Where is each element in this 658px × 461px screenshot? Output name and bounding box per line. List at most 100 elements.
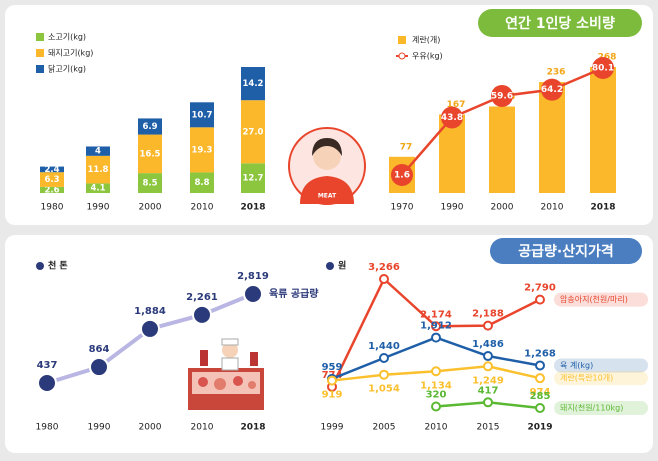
bar-segment bbox=[86, 155, 110, 184]
bar-segment bbox=[190, 102, 214, 128]
point bbox=[391, 164, 413, 186]
x-tick-label: 1990 bbox=[88, 423, 111, 433]
point bbox=[37, 373, 57, 393]
x-tick-label: 1980 bbox=[36, 423, 59, 433]
value-label: 2.4 bbox=[44, 165, 59, 175]
point bbox=[535, 373, 545, 384]
title-pill bbox=[478, 9, 642, 37]
x-tick-label: 1999 bbox=[321, 423, 344, 433]
legend-label: 돼지고기(kg) bbox=[48, 49, 93, 58]
legend-swatch bbox=[398, 36, 406, 44]
value-label: 959 bbox=[322, 362, 343, 373]
legend-label: 소고기(kg) bbox=[48, 33, 86, 42]
point bbox=[491, 84, 513, 107]
x-tick-label: 2018 bbox=[240, 203, 265, 213]
x-tick-label: 1990 bbox=[87, 203, 110, 213]
x-tick-label: 1970 bbox=[391, 203, 414, 213]
value-label: 437 bbox=[37, 360, 58, 371]
legend-label: 암송아지(천원/마리) bbox=[560, 294, 628, 304]
unit-label: 원 bbox=[338, 260, 346, 272]
value-label: 6.9 bbox=[142, 122, 157, 132]
x-tick-label: 1990 bbox=[441, 203, 464, 213]
bar bbox=[590, 67, 616, 193]
legend-label: 계란(특란10개) bbox=[560, 373, 613, 383]
bar-segment bbox=[241, 100, 265, 164]
x-tick-label: 2010 bbox=[541, 203, 564, 213]
point bbox=[243, 284, 263, 304]
title-pill bbox=[490, 238, 642, 264]
x-tick-label: 2010 bbox=[425, 423, 448, 433]
point bbox=[431, 366, 441, 377]
point bbox=[483, 397, 493, 408]
x-tick-label: 2000 bbox=[139, 423, 162, 433]
value-label: 974 bbox=[530, 387, 551, 398]
x-tick-label: 2018 bbox=[240, 423, 265, 433]
value-label: 2,819 bbox=[237, 271, 269, 282]
value-label: 2,188 bbox=[472, 309, 504, 320]
value-label: 864 bbox=[89, 344, 110, 355]
value-label: 80.1 bbox=[592, 64, 614, 74]
point bbox=[379, 369, 389, 380]
value-label: 8.5 bbox=[142, 179, 157, 189]
point bbox=[535, 294, 545, 305]
value-label: 64.2 bbox=[541, 85, 563, 95]
point bbox=[535, 403, 545, 413]
value-label: 11.8 bbox=[88, 165, 109, 175]
point bbox=[89, 357, 109, 378]
point bbox=[441, 106, 463, 129]
value-label: 10.7 bbox=[192, 110, 213, 120]
point bbox=[431, 401, 441, 412]
point bbox=[483, 361, 493, 372]
bar-segment bbox=[241, 163, 265, 193]
legend-label: 계란(개) bbox=[412, 35, 440, 45]
value-label: 919 bbox=[322, 390, 343, 401]
x-tick-label: 1980 bbox=[41, 203, 64, 213]
x-tick-label: 2015 bbox=[477, 423, 500, 433]
value-label: 12.7 bbox=[243, 174, 264, 184]
unit-dot bbox=[326, 262, 334, 270]
value-label: 236 bbox=[547, 68, 566, 78]
value-label: 2,790 bbox=[524, 283, 556, 294]
value-label: 285 bbox=[530, 391, 551, 402]
value-label: 1,134 bbox=[420, 380, 452, 391]
value-label: 1,440 bbox=[368, 341, 400, 352]
value-label: 1.6 bbox=[394, 171, 410, 181]
value-label: 6.3 bbox=[44, 175, 59, 185]
point bbox=[140, 318, 160, 339]
value-label: 1,054 bbox=[368, 384, 400, 395]
value-label: 1,884 bbox=[134, 306, 166, 317]
x-tick-label: 2010 bbox=[191, 203, 214, 213]
shirt-text: MEAT bbox=[318, 193, 337, 200]
legend-pill bbox=[554, 371, 648, 386]
x-tick-label: 2019 bbox=[527, 423, 552, 433]
panel-title: 공급량·산지가격 bbox=[518, 243, 613, 260]
value-label: 14.2 bbox=[243, 79, 264, 89]
legend-label: 돼지(천원/110kg) bbox=[560, 403, 623, 413]
point bbox=[483, 351, 493, 362]
bar-segment bbox=[40, 166, 64, 173]
unit-dot bbox=[36, 262, 44, 270]
bar bbox=[489, 106, 515, 193]
legend-label: 우유(kg) bbox=[412, 52, 443, 61]
value-label: 1,912 bbox=[420, 321, 452, 332]
bar-segment bbox=[40, 172, 64, 187]
point bbox=[431, 321, 441, 332]
x-tick-label: 2005 bbox=[373, 423, 396, 433]
value-label: 4.1 bbox=[90, 184, 105, 194]
x-tick-label: 2010 bbox=[191, 423, 214, 433]
x-tick-label: 2000 bbox=[491, 203, 514, 213]
bar-segment bbox=[86, 146, 110, 156]
value-label: 2.6 bbox=[44, 185, 59, 195]
x-tick-label: 2018 bbox=[590, 203, 615, 213]
legend-pill bbox=[554, 401, 648, 415]
bar-segment bbox=[190, 127, 214, 173]
value-label: 77 bbox=[400, 142, 413, 152]
value-label: 19.3 bbox=[192, 145, 213, 155]
value-label: 417 bbox=[478, 385, 499, 396]
bar-segment bbox=[86, 183, 110, 193]
value-label: 2,174 bbox=[420, 309, 452, 320]
value-label: 2,261 bbox=[186, 292, 218, 303]
unit-label: 천 톤 bbox=[48, 261, 68, 272]
value-label: 27.0 bbox=[243, 127, 264, 137]
